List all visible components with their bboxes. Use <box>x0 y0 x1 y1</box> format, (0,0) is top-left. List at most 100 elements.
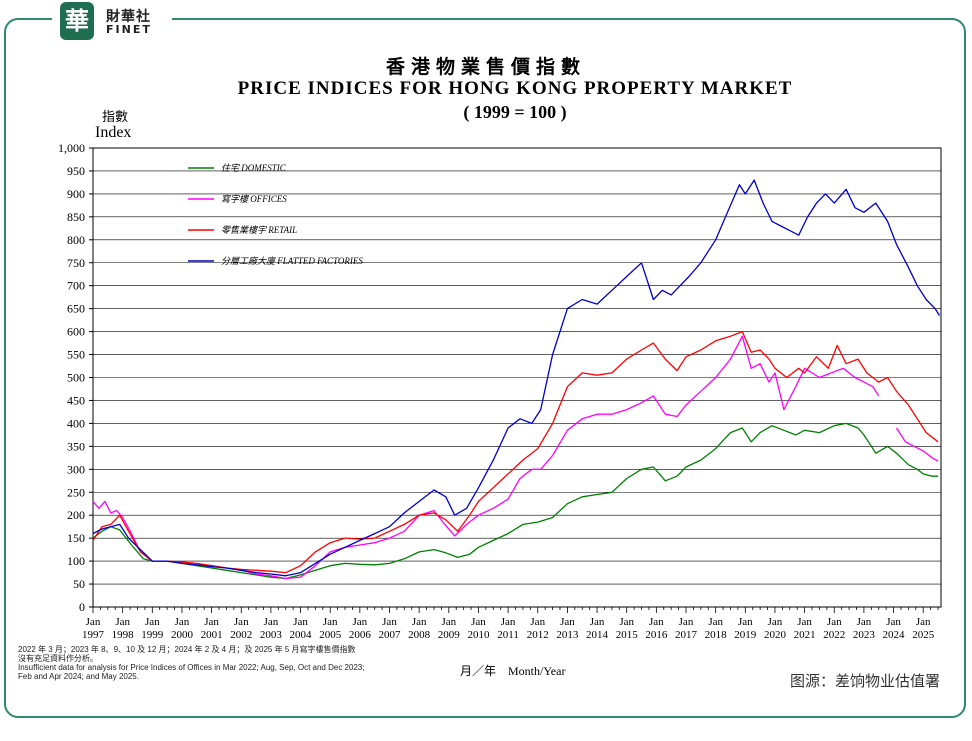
x-tick-label-year: 2008 <box>408 629 431 641</box>
logo-en-text: FINET <box>106 23 152 36</box>
x-tick-label-year: 2004 <box>290 629 313 641</box>
x-tick-label-month: Jan <box>323 616 338 628</box>
y-tick-label: 800 <box>67 233 85 247</box>
x-tick-label-month: Jan <box>530 616 545 628</box>
x-tick-label-year: 2021 <box>794 629 816 641</box>
x-tick-label-year: 2016 <box>645 629 668 641</box>
footnote-line: Feb and Apr 2024; and May 2025. <box>18 672 139 681</box>
legend-label-domestic: 住宅 DOMESTIC <box>221 163 287 173</box>
y-tick-label: 200 <box>67 508 85 522</box>
chart-subtitle: ( 1999 = 100 ) <box>463 102 567 122</box>
footnote-line: 2022 年 3 月；2023 年 8、9、10 及 12 月；2024 年 2… <box>18 645 356 654</box>
x-tick-label-month: Jan <box>827 616 842 628</box>
y-tick-label: 600 <box>67 325 85 339</box>
y-tick-label: 650 <box>67 302 85 316</box>
x-tick-label-year: 2020 <box>764 629 787 641</box>
x-tick-label-month: Jan <box>441 616 456 628</box>
legend-label-flatted: 分層工廠大廈 FLATTED FACTORIES <box>221 256 363 266</box>
finet-logo: 華 財華社 FINET <box>52 0 172 44</box>
series-line-offices <box>895 427 939 462</box>
x-tick-label-month: Jan <box>590 616 605 628</box>
y-tick-label: 850 <box>67 210 85 224</box>
x-tick-label-year: 2019 <box>734 629 757 641</box>
x-tick-label-month: Jan <box>353 616 368 628</box>
y-tick-label: 50 <box>73 577 85 591</box>
y-tick-label: 350 <box>67 439 85 453</box>
x-tick-label-month: Jan <box>619 616 634 628</box>
x-tick-label-year: 2013 <box>556 629 579 641</box>
x-tick-label-year: 1999 <box>141 629 164 641</box>
x-tick-label-month: Jan <box>115 616 130 628</box>
series-line-domestic <box>92 422 938 580</box>
footnote-line: 沒有充足資料作分析。 <box>18 654 98 663</box>
x-tick-label-month: Jan <box>738 616 753 628</box>
x-tick-label-year: 2022 <box>823 629 845 641</box>
footnote: 2022 年 3 月；2023 年 8、9、10 及 12 月；2024 年 2… <box>18 645 418 681</box>
plot-area <box>92 147 942 608</box>
y-tick-label: 900 <box>67 187 85 201</box>
x-tick-label-year: 2025 <box>912 629 935 641</box>
y-tick-label: 450 <box>67 393 85 407</box>
logo-cn-text: 財華社 <box>106 9 151 25</box>
logo-badge-icon: 華 <box>60 2 94 40</box>
x-tick-label-month: Jan <box>916 616 931 628</box>
x-tick-label-year: 2017 <box>675 629 698 641</box>
x-tick-label-year: 2006 <box>349 629 372 641</box>
x-tick-label-month: Jan <box>234 616 249 628</box>
y-tick-label: 550 <box>67 348 85 362</box>
x-tick-label-year: 2018 <box>705 629 728 641</box>
x-tick-label-month: Jan <box>679 616 694 628</box>
x-tick-label-month: Jan <box>293 616 308 628</box>
series-line-flatted <box>92 179 941 577</box>
x-tick-label-year: 2000 <box>171 629 194 641</box>
x-tick-label-year: 2009 <box>438 629 461 641</box>
x-tick-label-month: Jan <box>768 616 783 628</box>
x-tick-label-month: Jan <box>145 616 160 628</box>
x-tick-label-year: 2001 <box>201 629 223 641</box>
x-tick-label-month: Jan <box>382 616 397 628</box>
x-tick-label-year: 2023 <box>853 629 876 641</box>
source-credit: 图源：差饷物业估值署 <box>790 672 941 690</box>
x-tick-label-month: Jan <box>649 616 664 628</box>
y-tick-label: 150 <box>67 531 85 545</box>
chart-title-cn: 香港物業售價指數 <box>385 56 586 78</box>
y-tick-label: 400 <box>67 416 85 430</box>
x-tick-label-year: 2014 <box>586 629 609 641</box>
x-tick-label-month: Jan <box>857 616 872 628</box>
footnote-line: Insufficient data for analysis for Price… <box>18 663 365 672</box>
x-tick-label-month: Jan <box>86 616 101 628</box>
x-tick-label-year: 1997 <box>82 629 105 641</box>
chart-frame <box>4 18 966 718</box>
legend-label-retail: 零售業樓宇 RETAIL <box>221 225 297 235</box>
x-tick-label-year: 2007 <box>379 629 402 641</box>
x-tick-label-year: 2005 <box>319 629 342 641</box>
chart-title-en: PRICE INDICES FOR HONG KONG PROPERTY MAR… <box>237 78 793 99</box>
y-tick-label: 500 <box>67 371 85 385</box>
x-tick-label-month: Jan <box>886 616 901 628</box>
x-tick-label-month: Jan <box>501 616 516 628</box>
x-tick-label-year: 2024 <box>883 629 906 641</box>
x-tick-label-month: Jan <box>412 616 427 628</box>
x-tick-label-year: 2010 <box>467 629 490 641</box>
x-tick-label-month: Jan <box>175 616 190 628</box>
x-tick-label-year: 1998 <box>112 629 135 641</box>
x-tick-label-month: Jan <box>797 616 812 628</box>
y-tick-label: 700 <box>67 279 85 293</box>
series-line-offices <box>92 335 880 580</box>
x-tick-label-year: 2012 <box>527 629 549 641</box>
x-tick-label-year: 2015 <box>616 629 639 641</box>
x-tick-label-month: Jan <box>264 616 279 628</box>
x-tick-label-month: Jan <box>204 616 219 628</box>
y-tick-label: 100 <box>67 554 85 568</box>
y-tick-label: 300 <box>67 462 85 476</box>
y-tick-label: 250 <box>67 485 85 499</box>
y-tick-label: 1,000 <box>58 141 85 155</box>
x-tick-label-year: 2011 <box>497 629 519 641</box>
x-tick-label-month: Jan <box>708 616 723 628</box>
y-tick-label: 0 <box>79 600 85 614</box>
series-line-retail <box>92 330 939 574</box>
x-tick-label-month: Jan <box>471 616 486 628</box>
x-tick-label-year: 2003 <box>260 629 283 641</box>
y-axis-label-cn: 指數 <box>102 110 129 125</box>
